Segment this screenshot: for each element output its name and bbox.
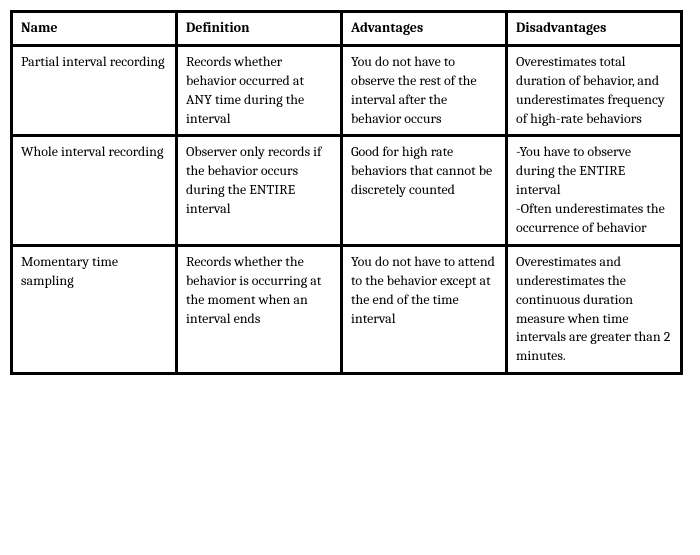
header-definition: Definition (177, 12, 342, 46)
cell-disadvantages: Overestimates and underestimates the con… (507, 245, 682, 373)
cell-name: Partial interval recording (12, 45, 177, 136)
table-row: Partial interval recording Records wheth… (12, 45, 682, 136)
cell-definition: Records whether the behavior is occurrin… (177, 245, 342, 373)
table-row: Momentary time sampling Records whether … (12, 245, 682, 373)
recording-methods-table: Name Definition Advantages Disadvantages… (10, 10, 683, 375)
cell-advantages: Good for high rate behaviors that cannot… (342, 136, 507, 245)
cell-advantages: You do not have to attend to the behavio… (342, 245, 507, 373)
cell-definition: Records whether behavior occurred at ANY… (177, 45, 342, 136)
cell-advantages: You do not have to observe the rest of t… (342, 45, 507, 136)
cell-disadvantages: Overestimates total duration of behavior… (507, 45, 682, 136)
table-row: Whole interval recording Observer only r… (12, 136, 682, 245)
cell-definition: Observer only records if the behavior oc… (177, 136, 342, 245)
cell-name: Momentary time sampling (12, 245, 177, 373)
cell-disadvantages: -You have to observe during the ENTIRE i… (507, 136, 682, 245)
header-disadvantages: Disadvantages (507, 12, 682, 46)
header-advantages: Advantages (342, 12, 507, 46)
cell-name: Whole interval recording (12, 136, 177, 245)
table-header-row: Name Definition Advantages Disadvantages (12, 12, 682, 46)
header-name: Name (12, 12, 177, 46)
